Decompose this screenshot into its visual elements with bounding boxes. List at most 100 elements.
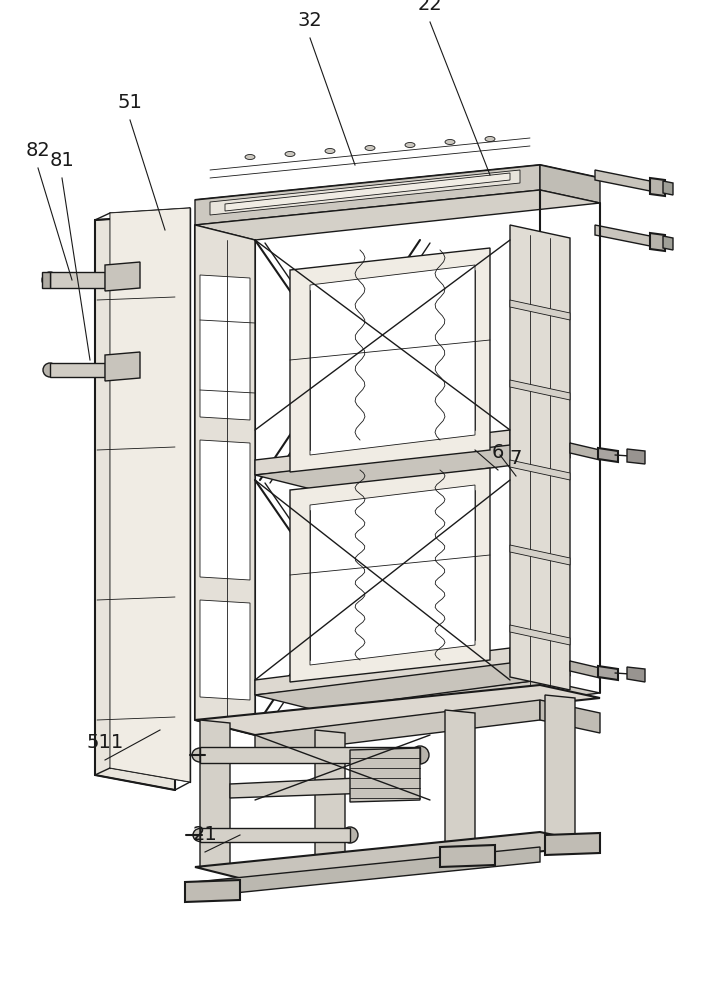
Polygon shape <box>650 233 665 251</box>
Circle shape <box>145 315 155 325</box>
Circle shape <box>145 695 155 705</box>
Polygon shape <box>310 265 475 455</box>
Circle shape <box>145 415 155 425</box>
Polygon shape <box>200 720 230 870</box>
Polygon shape <box>315 730 345 880</box>
Polygon shape <box>545 695 575 840</box>
Polygon shape <box>110 208 190 782</box>
Polygon shape <box>230 776 400 798</box>
Polygon shape <box>195 190 600 240</box>
Polygon shape <box>195 165 600 215</box>
Text: 82: 82 <box>25 141 51 160</box>
Text: 32: 32 <box>298 11 322 30</box>
Polygon shape <box>445 710 475 860</box>
Ellipse shape <box>405 142 415 147</box>
Polygon shape <box>195 225 255 735</box>
Polygon shape <box>595 225 655 247</box>
Polygon shape <box>255 680 600 735</box>
Polygon shape <box>510 545 570 565</box>
Polygon shape <box>570 443 600 460</box>
Polygon shape <box>210 170 520 215</box>
Ellipse shape <box>392 776 408 792</box>
Ellipse shape <box>325 148 335 153</box>
Polygon shape <box>650 178 665 196</box>
Ellipse shape <box>445 139 455 144</box>
Ellipse shape <box>43 363 57 377</box>
Ellipse shape <box>485 136 495 141</box>
Text: 511: 511 <box>87 733 124 752</box>
Polygon shape <box>185 880 240 902</box>
Text: 6: 6 <box>492 443 504 462</box>
Polygon shape <box>510 300 570 320</box>
Circle shape <box>370 760 400 790</box>
Polygon shape <box>50 272 105 288</box>
Polygon shape <box>95 215 175 790</box>
Polygon shape <box>225 173 510 211</box>
Circle shape <box>145 515 155 525</box>
Text: 22: 22 <box>417 0 442 14</box>
Polygon shape <box>540 700 600 733</box>
Polygon shape <box>540 165 600 203</box>
Circle shape <box>333 356 341 364</box>
Circle shape <box>329 592 345 608</box>
Polygon shape <box>350 748 420 802</box>
Polygon shape <box>255 430 570 475</box>
Ellipse shape <box>245 154 255 159</box>
Polygon shape <box>255 663 570 710</box>
Polygon shape <box>663 181 673 195</box>
Polygon shape <box>290 468 490 682</box>
Ellipse shape <box>365 145 375 150</box>
Circle shape <box>333 596 341 604</box>
Polygon shape <box>310 485 475 665</box>
Polygon shape <box>105 262 140 291</box>
Ellipse shape <box>223 784 237 798</box>
Circle shape <box>377 767 393 783</box>
Polygon shape <box>627 667 645 682</box>
Polygon shape <box>200 828 350 842</box>
Polygon shape <box>510 380 570 400</box>
Polygon shape <box>200 440 250 580</box>
Circle shape <box>145 615 155 625</box>
Polygon shape <box>42 272 50 288</box>
Polygon shape <box>510 648 570 676</box>
Polygon shape <box>255 700 540 755</box>
Ellipse shape <box>193 828 207 842</box>
Polygon shape <box>510 225 570 690</box>
Ellipse shape <box>342 827 358 843</box>
Polygon shape <box>195 847 540 897</box>
Polygon shape <box>200 600 250 700</box>
Ellipse shape <box>98 363 112 377</box>
Text: 7: 7 <box>510 449 522 468</box>
Polygon shape <box>195 165 540 225</box>
Ellipse shape <box>411 746 429 764</box>
Polygon shape <box>595 170 655 192</box>
Circle shape <box>329 352 345 368</box>
Polygon shape <box>510 460 570 480</box>
Polygon shape <box>255 648 570 695</box>
Ellipse shape <box>97 272 113 288</box>
Polygon shape <box>105 352 140 381</box>
Text: 21: 21 <box>193 825 218 844</box>
Polygon shape <box>195 700 255 735</box>
Polygon shape <box>195 685 600 735</box>
Polygon shape <box>598 666 618 680</box>
Polygon shape <box>200 747 420 763</box>
Polygon shape <box>50 363 105 377</box>
Polygon shape <box>290 248 490 472</box>
Ellipse shape <box>42 272 58 288</box>
Ellipse shape <box>192 748 208 762</box>
Ellipse shape <box>285 151 295 156</box>
Text: 51: 51 <box>118 93 142 112</box>
Text: 81: 81 <box>49 151 75 170</box>
Polygon shape <box>545 833 600 855</box>
Polygon shape <box>440 845 495 867</box>
Polygon shape <box>570 661 600 678</box>
Polygon shape <box>255 445 570 490</box>
Polygon shape <box>510 625 570 645</box>
Polygon shape <box>510 430 570 458</box>
Polygon shape <box>627 449 645 464</box>
Polygon shape <box>663 236 673 250</box>
Polygon shape <box>598 448 618 462</box>
Polygon shape <box>195 832 600 882</box>
Polygon shape <box>200 275 250 420</box>
